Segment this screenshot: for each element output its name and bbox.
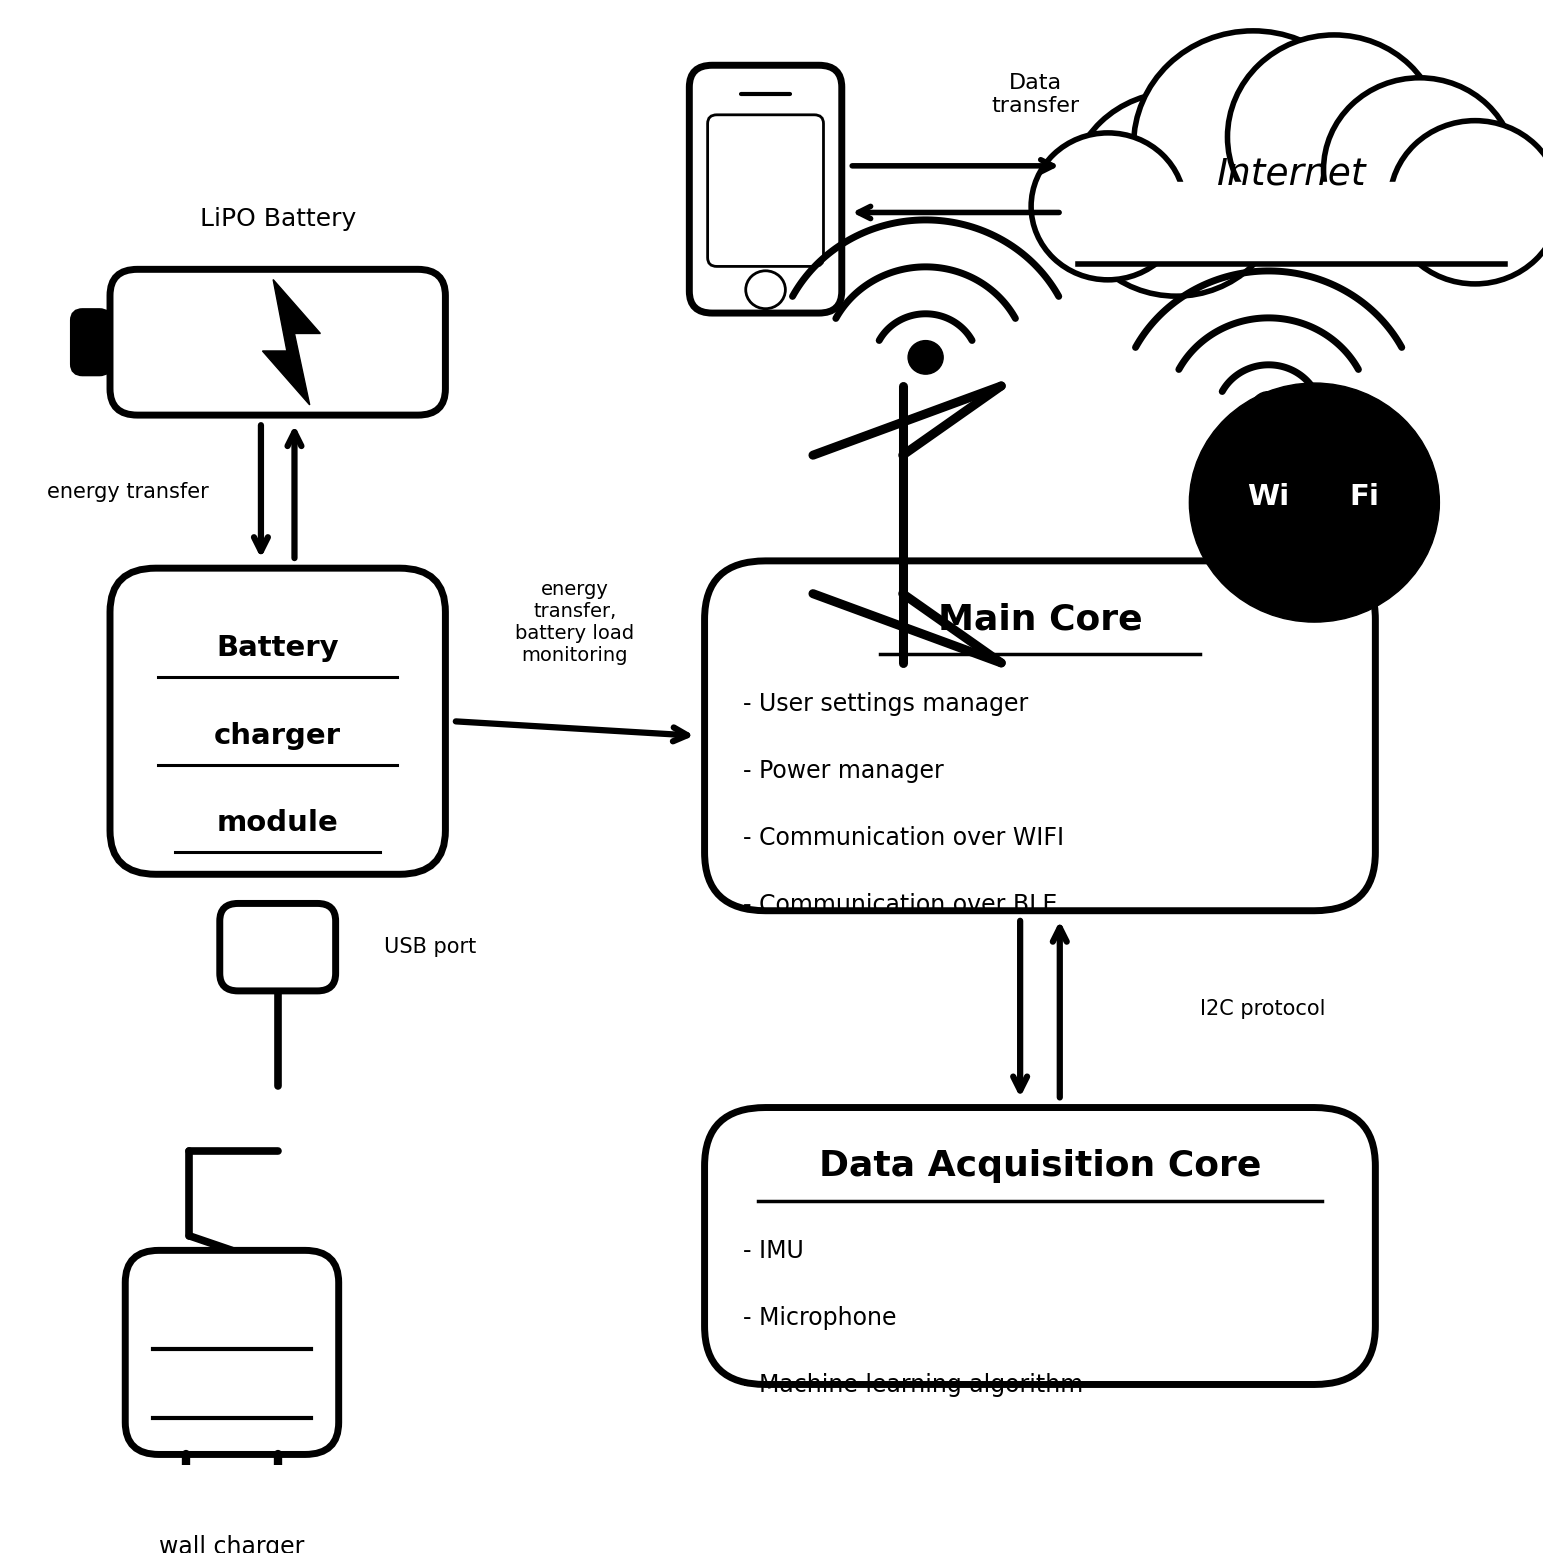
FancyBboxPatch shape [708, 115, 823, 267]
Text: - Machine learning algorithm: - Machine learning algorithm [742, 1373, 1083, 1396]
Circle shape [1228, 34, 1442, 239]
Circle shape [1031, 134, 1184, 280]
Text: Fi: Fi [1350, 483, 1380, 511]
Text: module: module [217, 809, 338, 837]
Text: Data Acquisition Core: Data Acquisition Core [818, 1149, 1262, 1183]
FancyBboxPatch shape [110, 269, 445, 415]
Text: I2C protocol: I2C protocol [1200, 999, 1325, 1019]
FancyBboxPatch shape [73, 312, 108, 373]
FancyBboxPatch shape [705, 1107, 1375, 1384]
Circle shape [1070, 92, 1283, 297]
Circle shape [1324, 78, 1516, 261]
Text: Data
transfer: Data transfer [992, 73, 1079, 116]
Text: - Communication over BLE: - Communication over BLE [742, 893, 1057, 918]
Polygon shape [262, 280, 321, 405]
Text: Main Core: Main Core [938, 603, 1142, 637]
FancyBboxPatch shape [110, 568, 445, 874]
Text: - Power manager: - Power manager [742, 759, 944, 783]
Text: - Communication over WIFI: - Communication over WIFI [742, 826, 1063, 849]
Circle shape [1251, 391, 1286, 426]
Circle shape [1390, 121, 1550, 284]
Circle shape [1133, 31, 1373, 259]
Text: USB port: USB port [384, 936, 477, 957]
FancyBboxPatch shape [126, 1250, 339, 1455]
FancyBboxPatch shape [220, 904, 336, 991]
Text: LiPO Battery: LiPO Battery [200, 208, 356, 231]
Text: Internet: Internet [1217, 157, 1366, 193]
Text: - User settings manager: - User settings manager [742, 693, 1028, 716]
FancyBboxPatch shape [705, 561, 1375, 910]
Text: - IMU: - IMU [742, 1239, 803, 1263]
Text: energy
transfer,
battery load
monitoring: energy transfer, battery load monitoring [516, 579, 634, 665]
Circle shape [908, 340, 942, 374]
FancyBboxPatch shape [690, 65, 842, 314]
Text: Battery: Battery [217, 634, 339, 662]
Text: - Microphone: - Microphone [742, 1306, 896, 1329]
Text: Wi: Wi [1248, 483, 1290, 511]
Circle shape [746, 270, 786, 309]
Circle shape [1189, 384, 1440, 623]
Text: energy transfer: energy transfer [48, 481, 209, 502]
Text: wall charger: wall charger [160, 1534, 305, 1553]
Text: charger: charger [214, 722, 341, 750]
